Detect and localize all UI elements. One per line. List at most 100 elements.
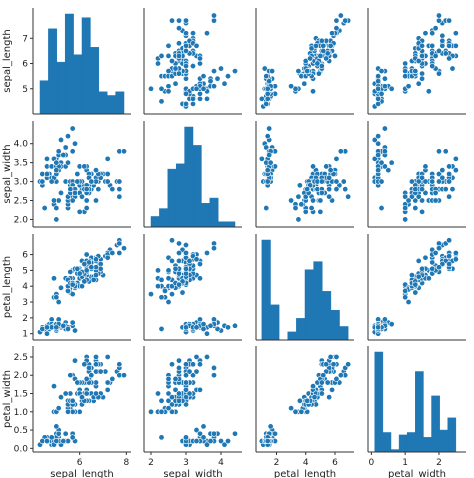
x-axis-label: sepal_width [163, 469, 222, 478]
scatter-point [57, 189, 64, 196]
scatter-point [302, 208, 309, 215]
scatter-point [432, 249, 439, 256]
scatter-point [176, 390, 183, 397]
scatter-point [422, 189, 429, 196]
y-axis-label: petal_width [2, 370, 13, 428]
scatter-point [412, 281, 419, 288]
scatter-point [186, 368, 193, 375]
scatter-point [310, 163, 317, 170]
scatter-point [211, 364, 218, 371]
scatter-point [318, 390, 325, 397]
scatter-point [381, 163, 388, 170]
scatter-point [435, 178, 442, 185]
scatter-point [378, 68, 385, 75]
scatter-point [169, 291, 176, 298]
scatter-point [74, 265, 81, 272]
scatter-point [183, 401, 190, 408]
scatter-point [301, 80, 308, 87]
scatter-point [104, 178, 111, 185]
scatter-point [69, 291, 76, 298]
scatter-point [388, 85, 395, 92]
scatter-point [190, 100, 197, 107]
x-tick-label: 6 [332, 458, 338, 468]
scatter-point [298, 408, 305, 415]
scatter-point [83, 186, 90, 193]
scatter-point [193, 368, 200, 375]
scatter-point [269, 68, 276, 75]
scatter-point [53, 205, 60, 212]
scatter-point [402, 73, 409, 80]
scatter-point [197, 95, 204, 102]
scatter-point [408, 178, 415, 185]
scatter-point [116, 193, 123, 200]
scatter-point [412, 186, 419, 193]
scatter-point [331, 52, 338, 59]
hist-bar [115, 91, 125, 115]
scatter-point [169, 57, 176, 64]
scatter-point [83, 205, 90, 212]
y-tick-label: 6 [22, 251, 28, 261]
scatter-point [446, 55, 453, 62]
scatter-point [81, 278, 88, 285]
scatter-point [310, 383, 317, 390]
scatter-point [176, 52, 183, 59]
scatter-point [342, 17, 349, 24]
scatter-point [333, 186, 340, 193]
hist-bar [339, 326, 349, 341]
scatter-point [419, 265, 426, 272]
scatter-point [69, 319, 76, 326]
scatter-point [452, 155, 459, 162]
scatter-point [197, 361, 204, 368]
scatter-point [333, 17, 340, 24]
scatter-point [304, 186, 311, 193]
scatter-point [183, 63, 190, 70]
scatter-point [452, 256, 459, 263]
scatter-point [449, 65, 456, 72]
hist-bar [106, 95, 116, 115]
hist-bar [56, 61, 66, 115]
scatter-point [176, 397, 183, 404]
scatter-point [267, 423, 274, 430]
scatter-point [419, 186, 426, 193]
scatter-point [225, 324, 232, 331]
hist-bar [184, 126, 194, 228]
scatter-point [264, 90, 271, 97]
scatter-point [266, 152, 273, 159]
scatter-point [318, 63, 325, 70]
scatter-point [183, 17, 190, 24]
scatter-point [197, 261, 204, 268]
scatter-point [116, 240, 123, 247]
scatter-point [193, 353, 200, 360]
scatter-point [333, 155, 340, 162]
x-tick-label: 1 [402, 458, 408, 468]
x-tick-label: 2 [274, 458, 280, 468]
scatter-point [169, 401, 176, 408]
panel-petal_length-vs-petal_length [255, 234, 354, 341]
scatter-point [298, 201, 305, 208]
scatter-point [419, 197, 426, 204]
scatter-point [288, 197, 295, 204]
scatter-point [93, 256, 100, 263]
scatter-point [435, 245, 442, 252]
scatter-point [211, 12, 218, 19]
scatter-point [172, 375, 179, 382]
scatter-point [314, 60, 321, 67]
scatter-point [402, 205, 409, 212]
panel-sepal_width-vs-petal_length [255, 121, 354, 228]
scatter-point [435, 171, 442, 178]
scatter-point [109, 375, 116, 382]
scatter-point [116, 361, 123, 368]
scatter-point [88, 372, 95, 379]
scatter-point [39, 178, 46, 185]
scatter-point [310, 197, 317, 204]
scatter-point [53, 167, 60, 174]
scatter-point [388, 321, 395, 328]
y-tick-label: 1.5 [14, 390, 28, 400]
scatter-point [204, 353, 211, 360]
scatter-point [62, 144, 69, 151]
scatter-point [435, 148, 442, 155]
scatter-point [323, 55, 330, 62]
y-tick-label: 2.5 [14, 353, 28, 363]
scatter-point [307, 55, 314, 62]
